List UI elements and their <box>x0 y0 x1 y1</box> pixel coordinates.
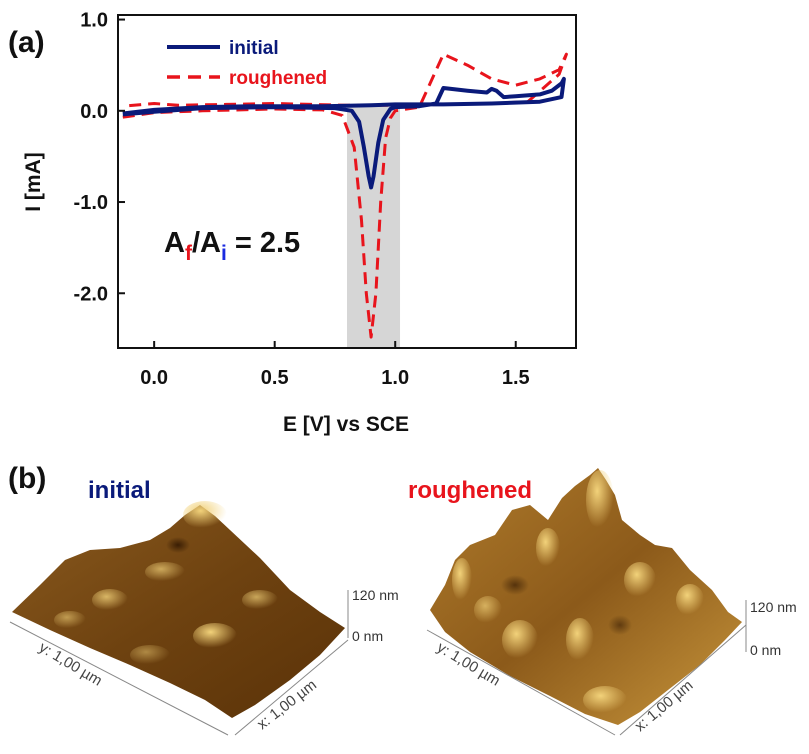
x-axis-label: E [V] vs SCE <box>283 413 409 436</box>
afm-roughened-peak <box>536 528 560 568</box>
afm-roughened-scale-bottom: 0 nm <box>750 642 781 658</box>
afm-roughened-surface <box>430 468 742 725</box>
afm-initial: initial 120 nm 0 nm y: 1,00 µm x: 1,00 µ… <box>9 477 399 736</box>
afm-roughened-peak <box>502 620 538 660</box>
afm-roughened-title: roughened <box>408 477 532 504</box>
series-line-initial <box>122 76 566 190</box>
afm-roughened-scale-top: 120 nm <box>750 599 797 615</box>
afm-initial-scale-top: 120 nm <box>352 587 399 603</box>
ratio-A2: A <box>200 227 221 259</box>
ratio-slash: / <box>192 227 200 259</box>
afm-initial-title: initial <box>88 477 151 504</box>
panel-label-a: (a) <box>8 26 45 59</box>
ratio-A: A <box>164 227 185 259</box>
afm-roughened-dark-spot <box>501 575 529 595</box>
x-tick-label: 1.5 <box>502 367 530 389</box>
panel-label-b: (b) <box>8 462 46 495</box>
afm-initial-bump <box>54 611 86 629</box>
y-tick-label: 0.0 <box>80 101 108 123</box>
afm-roughened-peak <box>566 618 594 662</box>
afm-roughened-peak <box>624 562 656 598</box>
afm-roughened-peak <box>452 558 472 602</box>
afm-initial-bump <box>145 562 185 582</box>
legend: initial roughened <box>167 38 327 89</box>
y-tick-label: -1.0 <box>74 192 108 214</box>
afm-initial-bump <box>130 645 170 665</box>
afm-roughened: roughened 120 nm 0 nm y: 1,00 µm x: 1,00… <box>408 468 797 736</box>
afm-initial-bump <box>183 501 227 529</box>
afm-initial-scale-bottom: 0 nm <box>352 628 383 644</box>
x-tick-label: 0.0 <box>140 367 168 389</box>
afm-roughened-peak <box>474 596 502 624</box>
plot-frame <box>117 14 577 349</box>
ticks-layer: 0.0 0.5 1.0 1.5 1.0 0.0 -1.0 -2.0 <box>74 10 530 389</box>
afm-initial-bump <box>92 589 128 611</box>
afm-roughened-x-axis-line <box>619 624 747 736</box>
afm-initial-bump <box>242 590 278 610</box>
afm-roughened-dark-spot <box>608 615 632 635</box>
ratio-i: i <box>221 242 227 265</box>
series-layer <box>122 52 568 339</box>
afm-roughened-y-axis-line <box>426 629 616 736</box>
ratio-annotation: Af/Ai = 2.5 <box>164 227 300 265</box>
series-line-roughened <box>122 52 568 339</box>
afm-roughened-peak <box>583 686 627 714</box>
x-tick-label: 0.5 <box>261 367 289 389</box>
highlight-region <box>347 105 401 348</box>
ratio-f: f <box>185 242 193 265</box>
afm-roughened-peak <box>586 470 614 530</box>
afm-roughened-peak <box>676 584 704 616</box>
y-axis-label: I [mA] <box>22 152 45 212</box>
afm-initial-dark-spot <box>166 537 190 553</box>
afm-initial-x-axis-line <box>234 639 349 736</box>
afm-initial-bump <box>193 623 237 649</box>
cv-chart: 0.0 0.5 1.0 1.51.00.0-1.0-2.0 E [V] vs SCE … <box>22 10 577 436</box>
y-tick-label: -2.0 <box>74 283 108 305</box>
y-tick-label: 1.0 <box>80 10 108 32</box>
legend-label-initial: initial <box>229 38 279 59</box>
x-tick-label: 1.0 <box>381 367 409 389</box>
legend-label-roughened: roughened <box>229 68 327 89</box>
afm-initial-y-axis-line <box>9 621 229 736</box>
afm-initial-surface <box>12 505 345 718</box>
ratio-value: = 2.5 <box>227 227 300 259</box>
